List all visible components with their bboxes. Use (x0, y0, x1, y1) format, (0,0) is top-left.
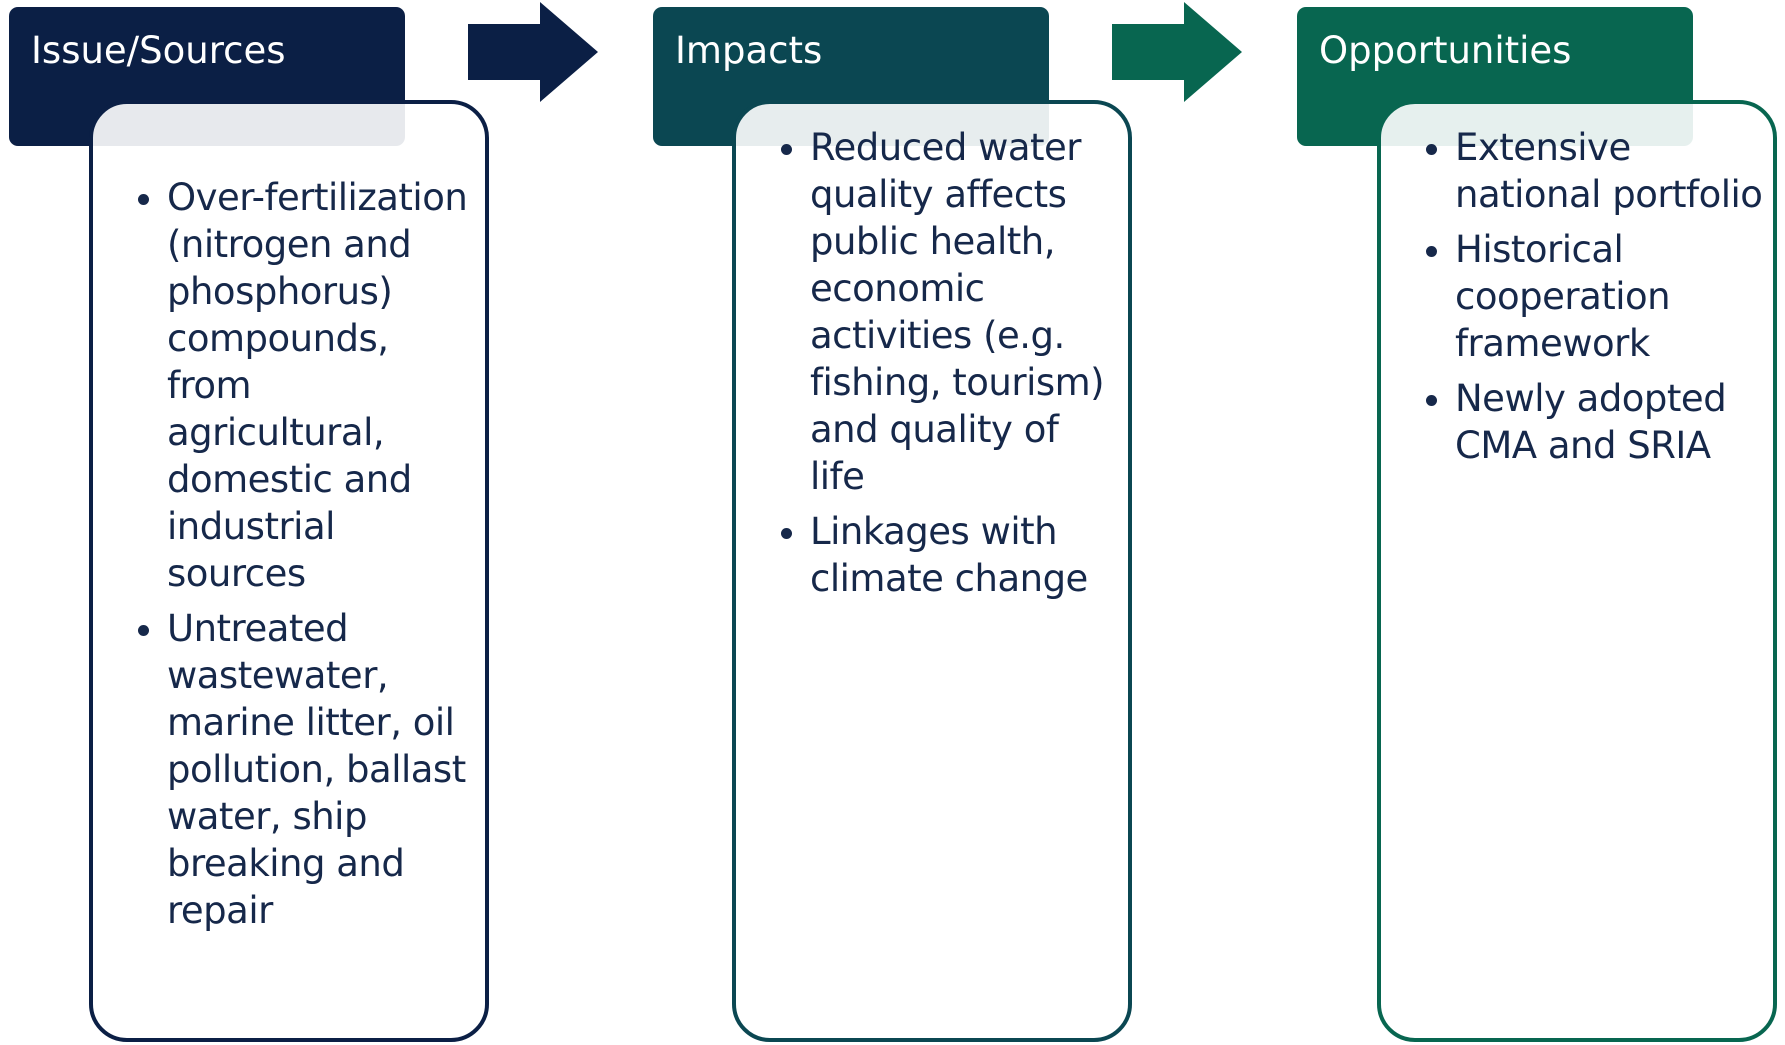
bullet-list: Over-fertilization (nitrogen and phospho… (93, 174, 485, 934)
bullet-item: Historical cooperation framework (1455, 226, 1763, 367)
bullet-item: Over-fertilization (nitrogen and phospho… (167, 174, 475, 597)
bullet-item: Reduced water quality affects public hea… (810, 124, 1118, 500)
bullet-item: Linkages with climate change (810, 508, 1118, 602)
bullet-item: Newly adopted CMA and SRIA (1455, 375, 1763, 469)
column-box: Over-fertilization (nitrogen and phospho… (89, 100, 489, 1042)
arrow (468, 2, 598, 102)
bullet-item: Untreated wastewater, marine litter, oil… (167, 605, 475, 934)
bullet-list: Extensive national portfolioHistorical c… (1381, 124, 1773, 469)
column-box: Extensive national portfolioHistorical c… (1377, 100, 1777, 1042)
bullet-list: Reduced water quality affects public hea… (736, 124, 1128, 602)
bullet-item: Extensive national portfolio (1455, 124, 1763, 218)
column-box: Reduced water quality affects public hea… (732, 100, 1132, 1042)
arrow (1112, 2, 1242, 102)
